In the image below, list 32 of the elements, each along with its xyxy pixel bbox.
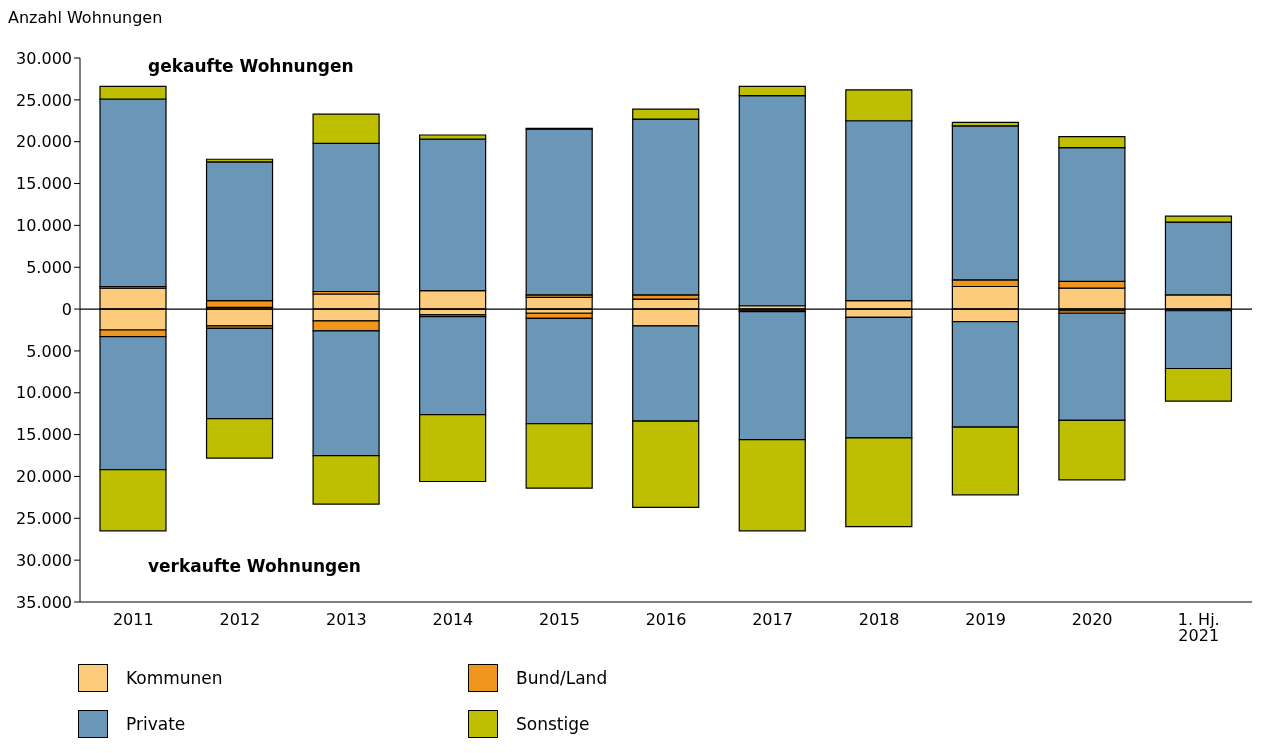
y-tick-label: 20.000 [16, 132, 72, 152]
y-tick-label: 5.000 [26, 257, 72, 277]
x-tick-label: 2014 [432, 610, 474, 630]
legend-label: Private [126, 714, 186, 734]
x-tick-label: 2017 [752, 610, 793, 630]
y-tick-label: 10.000 [16, 383, 72, 403]
y-tick-label: 5.000 [26, 341, 72, 361]
x-tick-label: 2020 [1071, 610, 1113, 630]
x-tick-label: 2019 [965, 610, 1006, 630]
x-tick-label: 2016 [645, 610, 687, 630]
x-tick-label: 1. Hj. 2021 [1177, 610, 1220, 646]
x-tick-label: 2015 [539, 610, 580, 630]
y-tick-label: 30.000 [16, 48, 72, 68]
x-tick-label: 2011 [112, 610, 154, 630]
y-tick-label: 0 [61, 299, 72, 319]
y-axis-title: Anzahl Wohnungen [8, 8, 164, 29]
y-tick-label: 15.000 [16, 174, 72, 194]
y-tick-label: 15.000 [16, 425, 72, 445]
x-tick-label: 2018 [858, 610, 900, 630]
y-tick-label: 20.000 [16, 467, 72, 487]
y-tick-label: 10.000 [16, 216, 72, 236]
legend-label: Bund/Land [516, 668, 608, 688]
x-tick-label: 2013 [326, 610, 367, 630]
x-tick-label: 2012 [219, 610, 261, 630]
annotation: verkaufte Wohnungen [148, 556, 361, 576]
annotation: gekaufte Wohnungen [148, 56, 354, 76]
y-tick-label: 25.000 [16, 90, 72, 110]
y-tick-label: 30.000 [16, 550, 72, 570]
legend-label: Sonstige [516, 714, 590, 734]
y-tick-label: 35.000 [16, 592, 72, 612]
legend-label: Kommunen [126, 668, 223, 688]
y-tick-label: 25.000 [16, 508, 72, 528]
